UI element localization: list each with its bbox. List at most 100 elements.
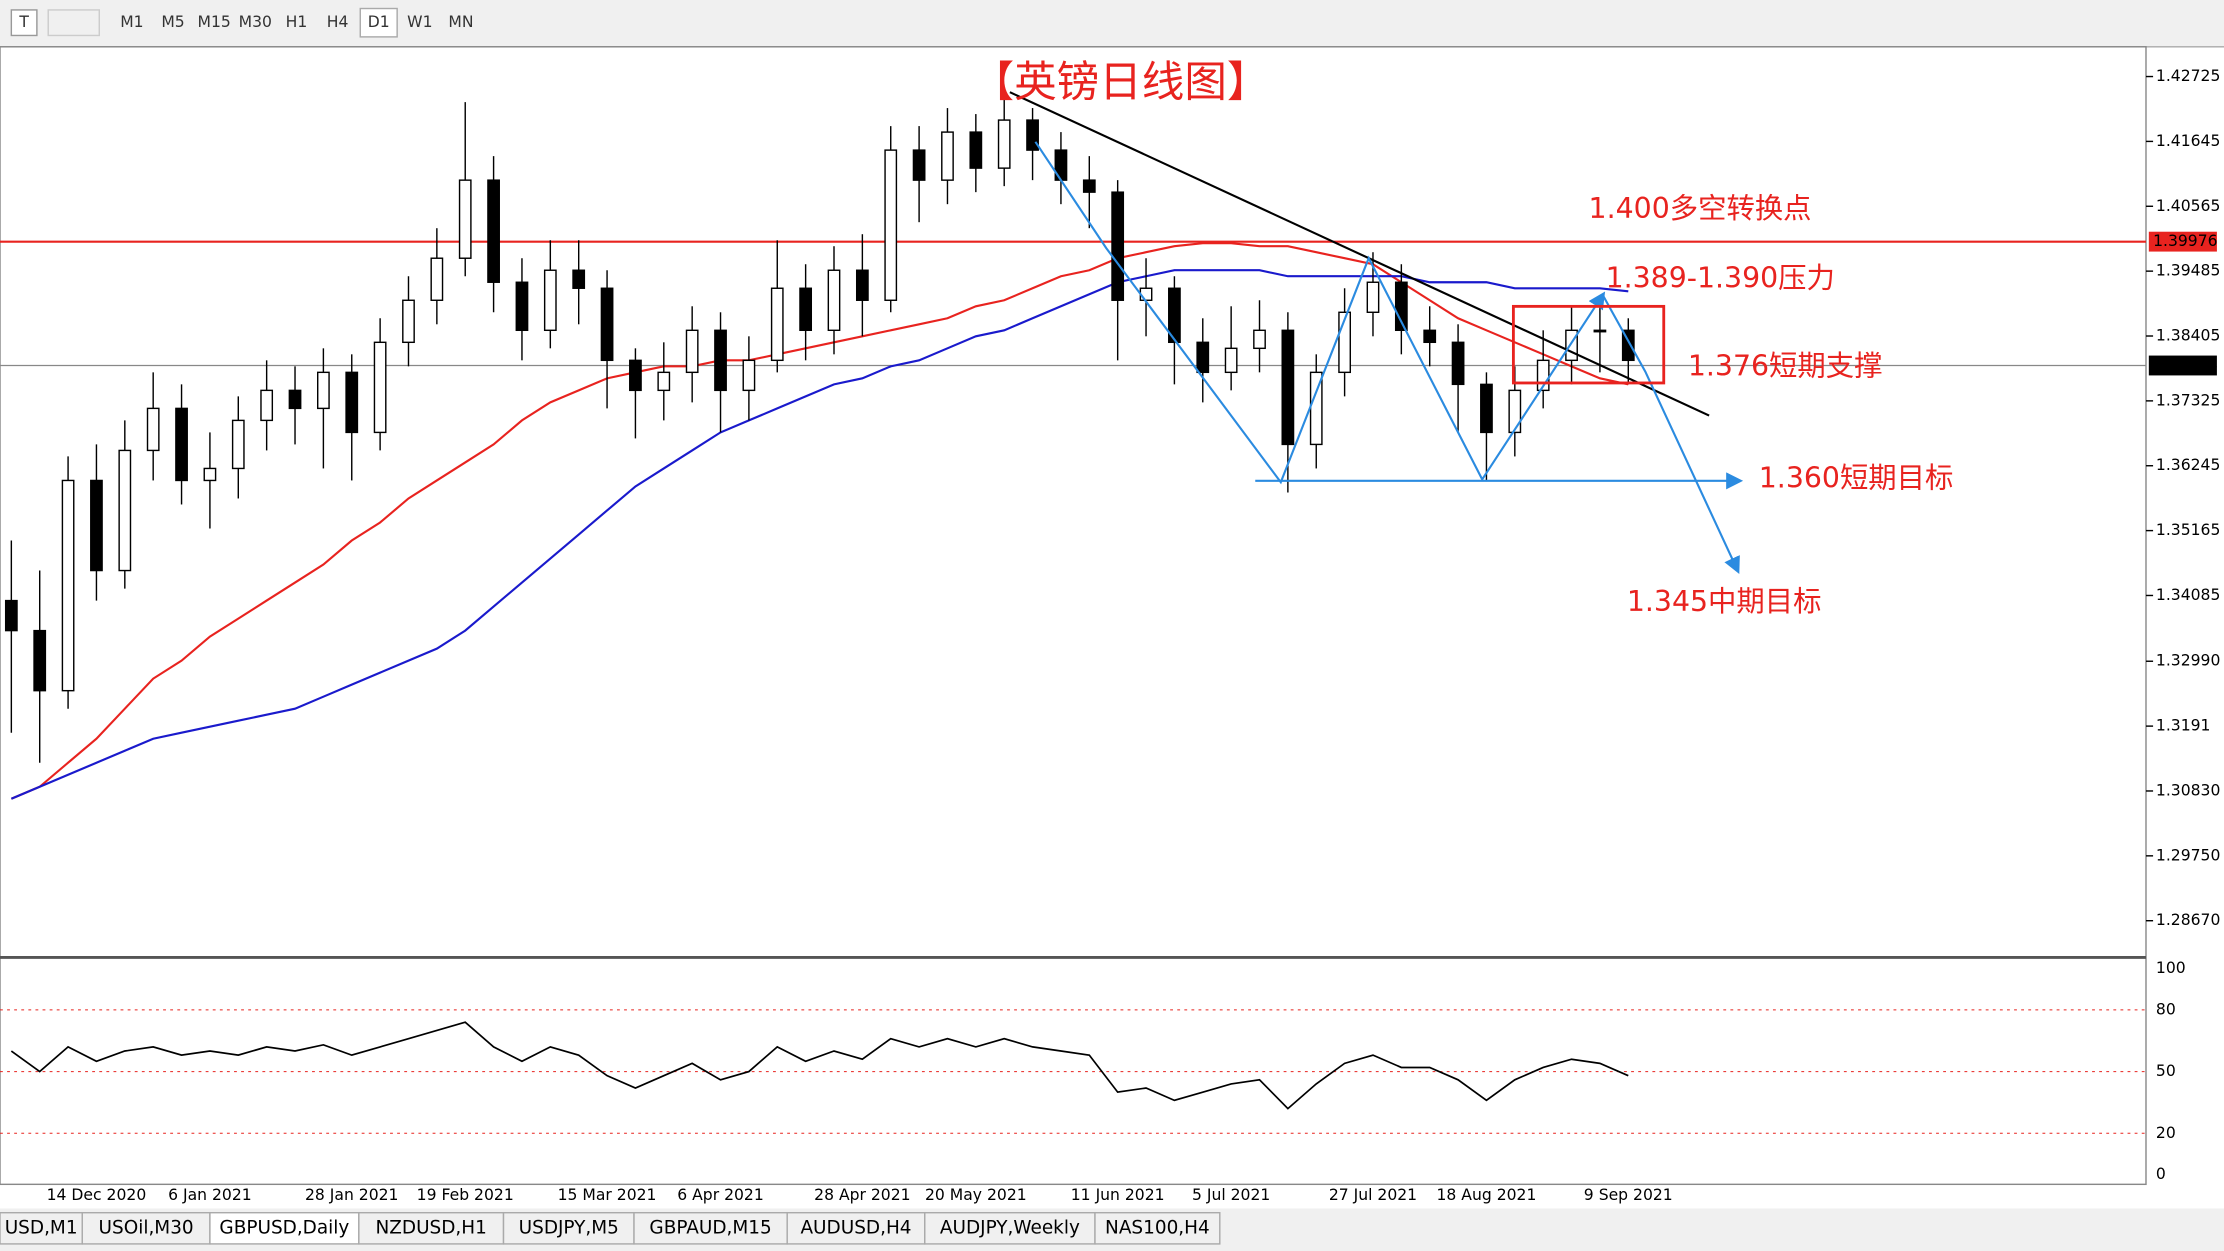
chart-tab[interactable] <box>0 1211 83 1245</box>
y-tick-label: 1.36245 <box>2156 456 2220 474</box>
candle-body <box>685 329 699 374</box>
timeframe-button[interactable]: M5 <box>161 13 184 31</box>
y-tick-label: 1.40565 <box>2156 197 2220 215</box>
rsi-line <box>10 1021 1629 1110</box>
x-tick-label: 18 Aug 2021 <box>1437 1186 1537 1204</box>
x-tick-label: 14 Dec 2020 <box>47 1186 147 1204</box>
candle-body <box>4 599 18 632</box>
y-tick-label: 1.41645 <box>2156 132 2220 150</box>
candle-body <box>1394 281 1408 332</box>
timeframe-button[interactable]: M30 <box>239 13 272 31</box>
candle-body <box>203 467 217 482</box>
objects-tool[interactable] <box>47 9 100 37</box>
rsi-tick-label: 50 <box>2156 1062 2176 1080</box>
chart-tab[interactable] <box>1094 1211 1221 1245</box>
candle-body <box>1224 347 1238 374</box>
target-arrow <box>1601 294 1740 575</box>
candle-body <box>1196 341 1210 374</box>
candle-body <box>912 149 926 181</box>
timeframe-button[interactable]: M1 <box>120 13 143 31</box>
rsi-tick-label: 20 <box>2156 1124 2176 1142</box>
candle-body <box>1281 329 1295 446</box>
timeframe-button[interactable]: H4 <box>327 13 349 31</box>
candle-body <box>1338 311 1351 374</box>
moving-average <box>10 269 1629 800</box>
candle-body <box>572 269 586 289</box>
timeframe-button[interactable]: H1 <box>286 13 308 31</box>
y-tick-label: 1.38405 <box>2156 327 2220 345</box>
tab-label: USDJPY,M5 <box>519 1217 619 1238</box>
candle-body <box>969 131 983 169</box>
candle-body <box>1451 341 1465 386</box>
annotation: 1.376短期支撑 <box>1688 349 1883 382</box>
y-tick-label: 1.30830 <box>2156 781 2220 799</box>
candle-body <box>1111 191 1125 301</box>
candle-body <box>1366 281 1380 313</box>
candle-body <box>884 149 898 301</box>
candle-body <box>260 389 274 422</box>
candle-body <box>714 329 727 392</box>
candle-body <box>1026 119 1039 151</box>
candle-body <box>600 287 614 362</box>
timeframe-button[interactable]: M15 <box>198 13 231 31</box>
candle-body <box>1536 359 1550 392</box>
x-tick-label: 11 Jun 2021 <box>1071 1186 1165 1204</box>
candle-body <box>1508 389 1522 434</box>
candle-body <box>345 371 359 434</box>
drawings <box>1009 91 1744 575</box>
y-tick-label: 1.35165 <box>2156 521 2220 539</box>
annotation: 1.389-1.390压力 <box>1606 261 1835 294</box>
x-tick-label: 28 Apr 2021 <box>814 1186 910 1204</box>
candle-body <box>373 341 387 434</box>
chart-tab[interactable] <box>502 1211 635 1245</box>
annotation: 1.400多空转换点 <box>1589 192 1812 225</box>
y-tick-label: 1.32990 <box>2156 652 2220 670</box>
wave-line <box>1034 141 1606 485</box>
x-tick-label: 28 Jan 2021 <box>305 1186 398 1204</box>
timeframe-button[interactable]: D1 <box>368 13 390 31</box>
price-label-box <box>2148 231 2217 252</box>
rsi-tick-label: 80 <box>2156 1000 2176 1018</box>
timeframe-active <box>359 7 398 38</box>
tab-label: USD,M1 <box>5 1217 78 1238</box>
candle-body <box>657 371 671 392</box>
candle-body <box>1082 179 1096 193</box>
candle-body <box>827 269 841 332</box>
y-tick-label: 1.42725 <box>2156 67 2220 85</box>
candle-body <box>90 479 103 572</box>
candle-body <box>288 389 302 410</box>
candle-body <box>1593 329 1607 333</box>
x-tick-label: 19 Feb 2021 <box>417 1186 514 1204</box>
candle-body <box>770 287 784 362</box>
x-tick-label: 27 Jul 2021 <box>1329 1186 1417 1204</box>
candle-body <box>799 287 813 332</box>
chart-tab[interactable] <box>924 1211 1096 1245</box>
annotation: 【英镑日线图】 <box>972 59 1270 108</box>
x-tick-label: 20 May 2021 <box>925 1186 1027 1204</box>
y-tick-label: 1.29750 <box>2156 846 2220 864</box>
chart-tab[interactable] <box>786 1211 926 1245</box>
trend-line <box>1009 91 1710 417</box>
y-tick-label: 1.3191 <box>2156 717 2211 735</box>
candle-body <box>997 119 1011 169</box>
text-tool-icon: T <box>18 13 29 31</box>
chart-tab[interactable] <box>81 1211 211 1245</box>
tab-label: NAS100,H4 <box>1105 1217 1210 1238</box>
price-label-box <box>2148 355 2217 376</box>
candle-body <box>855 269 869 301</box>
candle-body <box>231 419 245 470</box>
text-tool[interactable] <box>10 9 38 37</box>
tab-label: GBPUSD,Daily <box>219 1217 349 1238</box>
y-tick-label: 1.37325 <box>2156 391 2220 409</box>
timeframe-button[interactable]: W1 <box>407 13 432 31</box>
rsi-tick-label: 0 <box>2156 1165 2166 1183</box>
y-tick-label: 1.39485 <box>2156 262 2220 280</box>
timeframe-button[interactable]: MN <box>448 13 473 31</box>
annotation: 1.345中期目标 <box>1627 585 1822 618</box>
moving-average <box>10 242 1629 800</box>
range-box <box>1511 304 1666 385</box>
tab-label: GBPAUD,M15 <box>649 1217 771 1238</box>
candle-body <box>33 629 47 692</box>
candle-body <box>487 179 500 283</box>
